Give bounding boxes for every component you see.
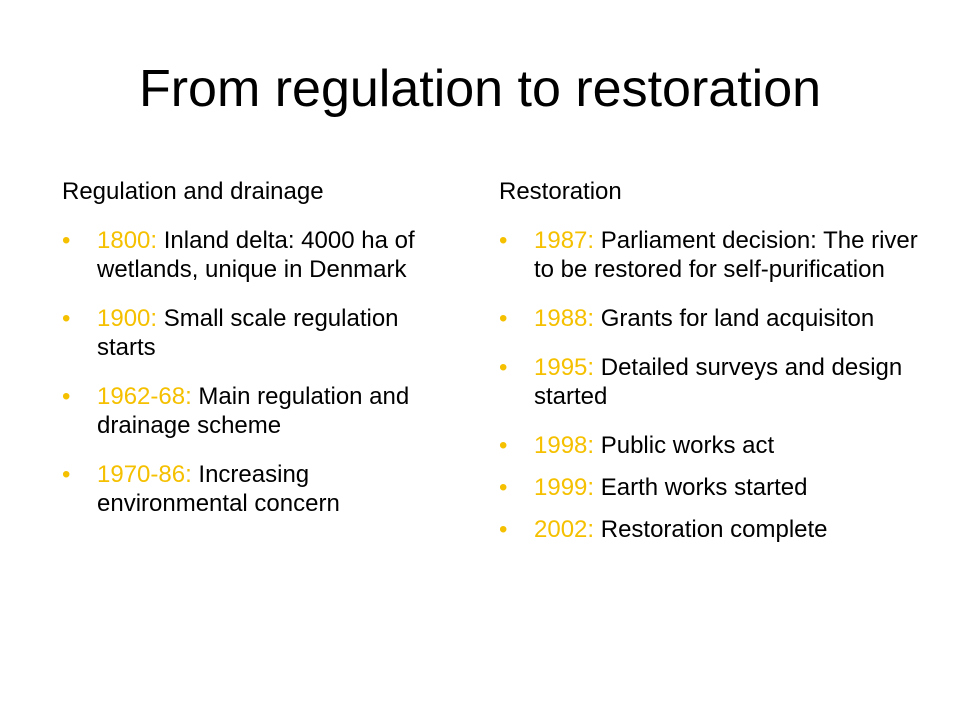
list-item: • 1998: Public works act [499,431,939,460]
list-item: • 1987: Parliament decision: The river t… [499,226,939,284]
item-text: Main regulation and drainage scheme [97,383,410,439]
item-text: Increasing environmental concern [97,461,340,517]
item-year: 1988: [534,305,595,332]
item-year: 1995: [534,354,595,381]
list-item: • 1962-68: Main regulation and drainage … [62,382,462,440]
list-item: • 1999: Earth works started [499,473,939,502]
regulation-column: Regulation and drainage • 1800: Inland d… [62,178,462,538]
item-text: Inland delta: 4000 ha of wetlands, uniqu… [97,227,415,283]
item-year: 1900: [97,305,158,332]
bullet-icon: • [499,516,508,543]
bullet-icon: • [499,305,508,332]
regulation-heading: Regulation and drainage [62,178,324,205]
regulation-list: • 1800: Inland delta: 4000 ha of wetland… [62,226,462,518]
bullet-icon: • [499,432,508,459]
item-text: Grants for land acquisiton [594,305,875,332]
item-text: Public works act [594,432,775,459]
list-item: • 2002: Restoration complete [499,515,939,544]
bullet-icon: • [499,354,508,381]
list-item: • 1900: Small scale regulation starts [62,304,462,362]
restoration-column: Restoration • 1987: Parliament decision:… [499,178,939,557]
item-year: 1970-86: [97,461,192,488]
item-text: Restoration complete [594,516,828,543]
item-text: Earth works started [594,474,808,501]
list-item: • 1970-86: Increasing environmental conc… [62,460,462,518]
item-text: Detailed surveys and design started [534,354,903,410]
restoration-list: • 1987: Parliament decision: The river t… [499,226,939,544]
bullet-icon: • [62,227,71,254]
bullet-icon: • [62,383,71,410]
slide-title: From regulation to restoration [138,60,822,118]
bullet-icon: • [62,305,71,332]
bullet-icon: • [499,227,508,254]
item-year: 1962-68: [97,383,192,410]
bullet-icon: • [62,461,71,488]
item-year: 1998: [534,432,595,459]
item-year: 1999: [534,474,595,501]
bullet-icon: • [499,474,508,501]
item-text: Parliament decision: The river to be res… [534,227,918,283]
list-item: • 1800: Inland delta: 4000 ha of wetland… [62,226,462,284]
item-text: Small scale regulation starts [97,305,399,361]
item-year: 1987: [534,227,595,254]
list-item: • 1988: Grants for land acquisiton [499,304,939,333]
restoration-heading: Restoration [499,178,622,205]
item-year: 2002: [534,516,595,543]
list-item: • 1995: Detailed surveys and design star… [499,353,939,411]
item-year: 1800: [97,227,158,254]
